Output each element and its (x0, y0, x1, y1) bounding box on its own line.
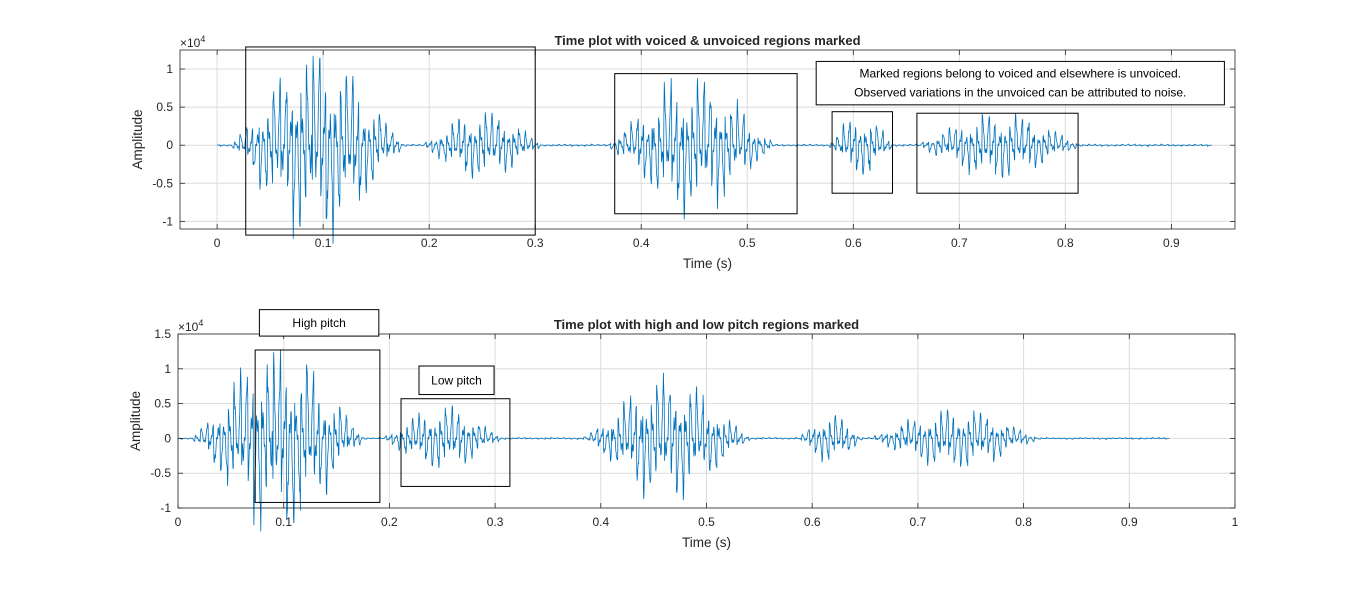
y-tick-label: 0 (166, 138, 173, 152)
x-tick-label: 0.8 (1015, 515, 1032, 529)
y-tick-label: -1 (160, 501, 171, 515)
x-tick-label: 0.7 (910, 515, 927, 529)
region-box (245, 46, 536, 236)
region-box (916, 112, 1079, 194)
annotation-box (418, 365, 495, 396)
y-tick-label: -1 (162, 214, 173, 228)
annotation-box (258, 309, 380, 337)
annotation-text: Low pitch (431, 373, 482, 387)
annotation-text: Observed variations in the unvoiced can … (854, 86, 1186, 100)
x-tick-label: 0.4 (592, 515, 609, 529)
x-tick-label: 0.9 (1163, 236, 1180, 250)
y-tick-label: 1 (164, 362, 171, 376)
x-tick-label: 0.2 (421, 236, 438, 250)
y-tick-label: -0.5 (150, 466, 171, 480)
y-tick-label: 1 (166, 62, 173, 76)
x-axis-label: Time (s) (683, 256, 732, 271)
x-tick-label: 0.3 (487, 515, 504, 529)
x-tick-label: 0.5 (698, 515, 715, 529)
y-axis-label: Amplitude (130, 109, 145, 169)
chart-title: Time plot with voiced & unvoiced regions… (554, 33, 860, 48)
y-tick-label: -0.5 (152, 176, 173, 190)
x-tick-label: 0.4 (633, 236, 650, 250)
region-box (400, 398, 511, 487)
y-tick-label: 1.5 (154, 327, 171, 341)
y-tick-label: 0 (164, 431, 171, 445)
x-tick-label: 0 (175, 515, 182, 529)
region-box (614, 73, 798, 215)
y-exponent-label: ×104 (180, 34, 205, 50)
chart-title: Time plot with high and low pitch region… (554, 317, 859, 332)
waveform-line (177, 349, 1170, 532)
top-panel-voiced-unvoiced: 0 0.1 0.2 0.3 0.4 0.5 0.6 0.7 0.8 0.9 -1 -0.5 0 0.5 1 ×… (130, 33, 1236, 271)
y-tick-label: 0.5 (154, 397, 171, 411)
x-tick-label: 0.1 (315, 236, 332, 250)
x-tick-label: 0.6 (804, 515, 821, 529)
x-tick-label: 0.7 (951, 236, 968, 250)
y-exponent-label: ×104 (178, 318, 203, 334)
x-tick-label: 0.8 (1057, 236, 1074, 250)
x-axis-label: Time (s) (682, 535, 731, 550)
region-box (831, 111, 894, 194)
bottom-panel-pitch: 0 0.1 0.2 0.3 0.4 0.5 0.6 0.7 0.8 0.9 1 -1 -0.5 0 0.5 1… (128, 309, 1239, 550)
y-tick-label: 0.5 (156, 100, 173, 114)
annotation-text: Marked regions belong to voiced and else… (860, 67, 1182, 81)
annotation-box (815, 60, 1225, 106)
axes-box (179, 49, 1236, 230)
x-tick-label: 0 (214, 236, 221, 250)
x-tick-label: 0.9 (1121, 515, 1138, 529)
x-tick-label: 0.5 (739, 236, 756, 250)
x-tick-label: 1 (1232, 515, 1239, 529)
annotation-text: High pitch (292, 316, 345, 330)
waveform-line (216, 55, 1212, 244)
y-axis-label: Amplitude (128, 391, 143, 451)
region-box (254, 349, 381, 503)
x-tick-label: 0.1 (275, 515, 292, 529)
x-tick-label: 0.6 (845, 236, 862, 250)
x-tick-label: 0.3 (527, 236, 544, 250)
x-tick-label: 0.2 (381, 515, 398, 529)
